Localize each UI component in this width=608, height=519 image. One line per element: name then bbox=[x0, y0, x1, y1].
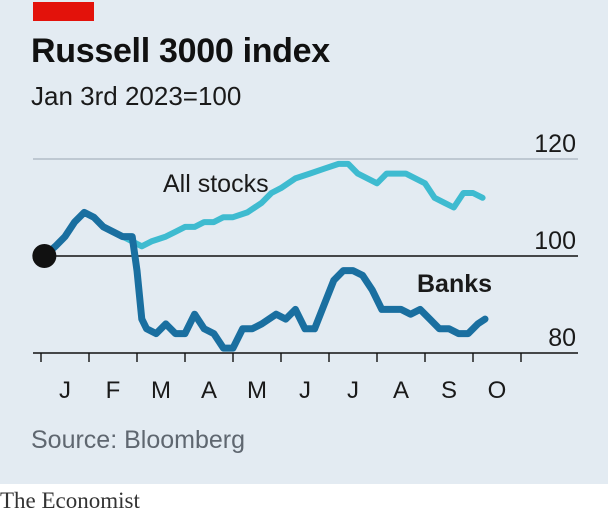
brand-red-tag bbox=[33, 2, 94, 21]
month-label-10: O bbox=[488, 377, 507, 404]
label-layer: 80 100 120 J F M A M J J A S O All stocks Banks bbox=[59, 130, 576, 404]
month-label-6: J bbox=[299, 377, 311, 404]
source-note: Source: Bloomberg bbox=[31, 426, 246, 454]
x-axis bbox=[33, 352, 578, 362]
month-label-1: J bbox=[59, 377, 71, 404]
chart-svg: 80 100 120 J F M A M J J A S O All stocks Banks bbox=[32, 130, 578, 404]
chart-subtitle: Jan 3rd 2023=100 bbox=[31, 81, 242, 111]
y-tick-label-120: 120 bbox=[534, 130, 576, 158]
series-label-all-stocks: All stocks bbox=[163, 170, 269, 198]
y-tick-label-80: 80 bbox=[548, 324, 576, 352]
brand-footer: The Economist bbox=[0, 488, 140, 513]
series-banks bbox=[40, 208, 489, 352]
month-label-7: J bbox=[347, 377, 359, 404]
y-tick-label-100: 100 bbox=[534, 227, 576, 255]
chart-panel bbox=[0, 0, 608, 484]
month-label-3: M bbox=[151, 377, 171, 404]
start-dot bbox=[32, 244, 57, 268]
month-label-2: F bbox=[106, 377, 121, 404]
grid-layer bbox=[33, 158, 578, 257]
chart-title: Russell 3000 index bbox=[31, 32, 330, 70]
series-layer bbox=[32, 160, 489, 352]
month-label-8: A bbox=[393, 377, 409, 404]
month-label-9: S bbox=[441, 377, 457, 404]
series-label-banks: Banks bbox=[417, 270, 492, 298]
month-label-5: M bbox=[247, 377, 267, 404]
month-label-4: A bbox=[201, 377, 217, 404]
